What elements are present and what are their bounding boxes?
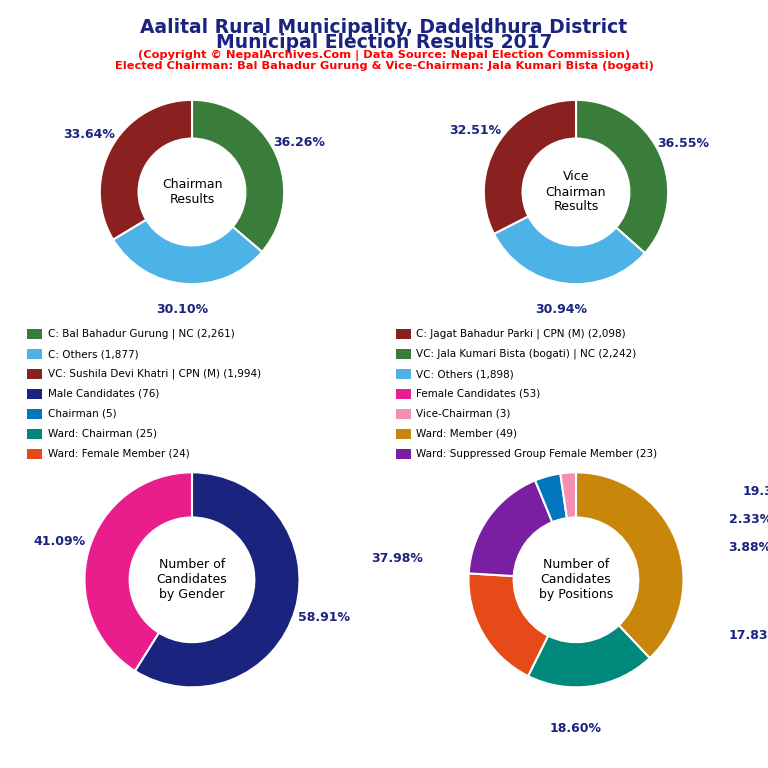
Text: 41.09%: 41.09% <box>34 535 86 548</box>
Text: 37.98%: 37.98% <box>372 552 423 564</box>
Text: 33.64%: 33.64% <box>63 127 115 141</box>
Wedge shape <box>468 574 548 676</box>
Wedge shape <box>135 472 300 687</box>
Text: Elected Chairman: Bal Bahadur Gurung & Vice-Chairman: Jala Kumari Bista (bogati): Elected Chairman: Bal Bahadur Gurung & V… <box>114 61 654 71</box>
Wedge shape <box>494 217 645 284</box>
Text: Ward: Suppressed Group Female Member (23): Ward: Suppressed Group Female Member (23… <box>416 449 657 459</box>
Text: Female Candidates (53): Female Candidates (53) <box>416 389 541 399</box>
Text: VC: Sushila Devi Khatri | CPN (M) (1,994): VC: Sushila Devi Khatri | CPN (M) (1,994… <box>48 369 261 379</box>
Wedge shape <box>528 625 650 687</box>
Text: 58.91%: 58.91% <box>298 611 350 624</box>
Wedge shape <box>192 100 284 252</box>
Text: 2.33%: 2.33% <box>729 513 768 526</box>
Text: 32.51%: 32.51% <box>449 124 502 137</box>
Text: Number of
Candidates
by Gender: Number of Candidates by Gender <box>157 558 227 601</box>
Text: Ward: Female Member (24): Ward: Female Member (24) <box>48 449 190 459</box>
Text: Municipal Election Results 2017: Municipal Election Results 2017 <box>216 33 552 52</box>
Wedge shape <box>84 472 192 671</box>
Wedge shape <box>535 473 567 522</box>
Wedge shape <box>576 100 668 253</box>
Text: 30.10%: 30.10% <box>156 303 208 316</box>
Text: C: Others (1,877): C: Others (1,877) <box>48 349 138 359</box>
Text: 18.60%: 18.60% <box>550 722 602 735</box>
Text: 17.83%: 17.83% <box>729 629 768 642</box>
Text: 19.38%: 19.38% <box>743 485 768 498</box>
Text: Ward: Member (49): Ward: Member (49) <box>416 429 518 439</box>
Text: Chairman (5): Chairman (5) <box>48 409 116 419</box>
Text: Chairman
Results: Chairman Results <box>162 178 222 206</box>
Text: Vice
Chairman
Results: Vice Chairman Results <box>546 170 606 214</box>
Wedge shape <box>113 220 262 284</box>
Text: 3.88%: 3.88% <box>729 541 768 554</box>
Text: VC: Others (1,898): VC: Others (1,898) <box>416 369 514 379</box>
Wedge shape <box>484 100 576 234</box>
Text: 36.55%: 36.55% <box>657 137 710 150</box>
Text: C: Bal Bahadur Gurung | NC (2,261): C: Bal Bahadur Gurung | NC (2,261) <box>48 329 234 339</box>
Text: 36.26%: 36.26% <box>273 136 325 149</box>
Wedge shape <box>576 472 684 658</box>
Text: Aalital Rural Municipality, Dadeldhura District: Aalital Rural Municipality, Dadeldhura D… <box>141 18 627 38</box>
Wedge shape <box>100 100 192 240</box>
Text: Number of
Candidates
by Positions: Number of Candidates by Positions <box>539 558 613 601</box>
Text: Vice-Chairman (3): Vice-Chairman (3) <box>416 409 511 419</box>
Text: C: Jagat Bahadur Parki | CPN (M) (2,098): C: Jagat Bahadur Parki | CPN (M) (2,098) <box>416 329 626 339</box>
Text: 30.94%: 30.94% <box>535 303 587 316</box>
Text: (Copyright © NepalArchives.Com | Data Source: Nepal Election Commission): (Copyright © NepalArchives.Com | Data So… <box>138 50 630 61</box>
Text: Male Candidates (76): Male Candidates (76) <box>48 389 159 399</box>
Wedge shape <box>561 472 576 518</box>
Wedge shape <box>468 481 552 576</box>
Text: VC: Jala Kumari Bista (bogati) | NC (2,242): VC: Jala Kumari Bista (bogati) | NC (2,2… <box>416 349 637 359</box>
Text: Ward: Chairman (25): Ward: Chairman (25) <box>48 429 157 439</box>
